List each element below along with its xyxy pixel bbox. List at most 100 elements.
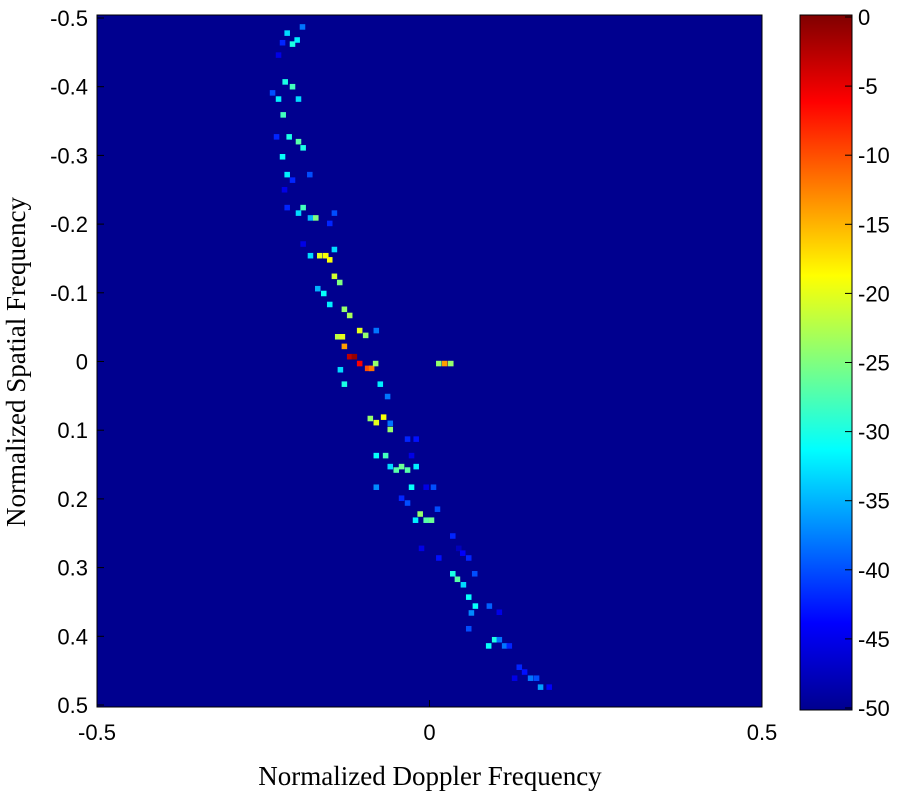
- heatmap-cell: [286, 134, 292, 140]
- heatmap-cell: [377, 381, 384, 387]
- heatmap-cell: [434, 506, 441, 512]
- heatmap-cell: [382, 452, 389, 459]
- y-tick-label: -0.3: [50, 143, 88, 168]
- heatmap-cell: [436, 360, 442, 367]
- heatmap-cell: [341, 381, 348, 387]
- heatmap-cell: [408, 452, 415, 459]
- heatmap-cell: [423, 484, 429, 490]
- heatmap-cell: [442, 360, 448, 367]
- heatmap-cell: [346, 312, 353, 319]
- heatmap-cell: [279, 39, 286, 46]
- heatmap-cell: [339, 333, 346, 340]
- colorbar-tick-label: -40: [858, 558, 890, 583]
- heatmap-cell: [455, 545, 462, 552]
- colorbar-tick-label: -45: [858, 627, 890, 652]
- heatmap-cell: [468, 610, 475, 616]
- heatmap-cell: [472, 603, 479, 609]
- heatmap-cell: [331, 210, 338, 216]
- heatmap-cell: [436, 555, 442, 561]
- heatmap-cell: [289, 177, 296, 183]
- heatmap-cell: [373, 484, 380, 490]
- heatmap-cell: [368, 365, 375, 372]
- heatmap-cell: [417, 511, 423, 517]
- heatmap-cell: [284, 30, 290, 36]
- y-tick-label: 0.1: [57, 418, 88, 443]
- heatmap-cell: [300, 145, 306, 151]
- heatmap-cell: [373, 452, 380, 459]
- colorbar-tick-label: -15: [858, 212, 890, 237]
- heatmap-cell: [380, 414, 387, 420]
- y-tick-label: -0.2: [50, 212, 88, 237]
- heatmap-cell: [273, 134, 280, 140]
- heatmap-cell: [491, 636, 498, 643]
- heatmap-cell: [289, 41, 296, 47]
- plot-area: [96, 14, 763, 708]
- heatmap-cell: [326, 257, 333, 263]
- heatmap-cell: [356, 360, 363, 367]
- heatmap-cells: [269, 24, 552, 690]
- heatmap-cell: [430, 484, 437, 490]
- heatmap-cell: [511, 675, 518, 681]
- heatmap-cell: [496, 609, 503, 616]
- heatmap-cell: [284, 204, 290, 211]
- heatmap-cell: [506, 643, 513, 649]
- heatmap-cell: [448, 360, 454, 367]
- heatmap-cell: [356, 327, 363, 334]
- heatmap-cell: [387, 420, 394, 427]
- heatmap-cell: [516, 664, 523, 670]
- colorbar-tick-label: -30: [858, 420, 890, 445]
- heatmap-cell: [537, 684, 544, 690]
- heatmap-cell: [459, 550, 466, 556]
- heatmap-cell: [294, 37, 300, 43]
- heatmap-cell: [465, 625, 472, 632]
- heatmap-cell: [398, 495, 405, 501]
- heatmap-cell: [450, 571, 456, 577]
- y-tick-label: 0.4: [57, 624, 88, 649]
- heatmap-cell: [404, 500, 411, 506]
- heatmap-cell: [269, 90, 276, 96]
- heatmap-cell: [404, 436, 411, 442]
- heatmap-cell: [362, 332, 369, 339]
- heatmap-cell: [341, 343, 348, 350]
- heatmap-cell: [322, 252, 329, 259]
- heatmap-cell: [485, 643, 492, 649]
- y-tick-label: -0.5: [50, 6, 88, 31]
- heatmap-cell: [275, 96, 282, 102]
- y-tick-label: -0.4: [50, 75, 88, 100]
- colorbar-tick-label: -50: [858, 696, 890, 721]
- heatmap-cell: [317, 252, 323, 259]
- colorbar-tick-label: -20: [858, 281, 890, 306]
- heatmap-cell: [295, 138, 302, 145]
- heatmap-cell: [460, 582, 467, 588]
- colorbar: [799, 14, 853, 711]
- colorbar-tick-label: 0: [858, 5, 870, 30]
- heatmap-cell: [337, 366, 344, 373]
- colorbar-tick-label: -10: [858, 143, 890, 168]
- heatmap-cell: [387, 463, 394, 470]
- heatmap-cell: [315, 285, 321, 292]
- heatmap-cell: [496, 636, 503, 643]
- heatmap-cell: [281, 186, 288, 193]
- heatmap-cell: [300, 241, 306, 247]
- x-axis-label: Normalized Doppler Frequency: [258, 761, 602, 791]
- heatmap-cell: [413, 436, 419, 442]
- x-axis-ticks: -0.5 0 0.5: [78, 700, 777, 745]
- heatmap-cell: [295, 96, 302, 102]
- y-tick-label: 0.2: [57, 487, 88, 512]
- y-tick-label: 0: [76, 350, 88, 375]
- heatmap-cell: [465, 555, 472, 561]
- heatmap-cell: [334, 333, 341, 340]
- heatmap-cell: [279, 154, 286, 160]
- heatmap-cell: [471, 571, 478, 577]
- heatmap-cell: [299, 24, 306, 30]
- heatmap-cell: [336, 279, 343, 286]
- heatmap-cell: [300, 204, 306, 211]
- heatmap-cell: [364, 365, 371, 372]
- heatmap-cell: [423, 517, 429, 523]
- heatmap-cell: [331, 273, 338, 280]
- heatmap-cell: [450, 533, 456, 539]
- heatmap-cell: [326, 220, 333, 227]
- heatmap-cell: [372, 360, 379, 367]
- x-tick-label: 0: [423, 720, 435, 745]
